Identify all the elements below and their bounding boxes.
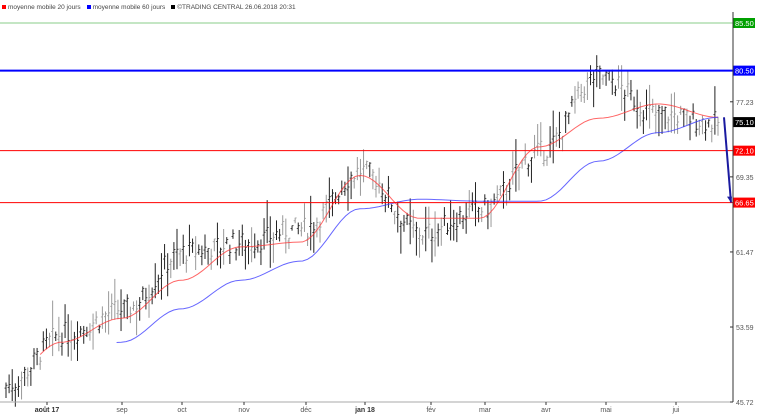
legend-item-ma60: moyenne mobile 60 jours [86,3,166,11]
black-square-icon [171,5,176,9]
ma20-line [39,103,719,355]
level-label-72.10: 72.10 [735,147,754,156]
level-badge-80.50 [733,65,755,76]
x-tick-label: nov [238,407,250,414]
level-label-85.50: 85.50 [735,19,754,28]
red-square-icon [2,5,6,9]
x-tick-label: mar [479,407,492,414]
arrow-head-icon [727,196,732,203]
price-bars [4,55,720,407]
level-badge-72.10 [733,145,755,156]
y-tick-label: 69.35 [736,175,754,182]
x-tick-label: sep [116,407,127,414]
blue-square-icon [86,5,91,9]
x-tick-label: avr [541,407,551,414]
y-tick-label: 53.59 [736,325,754,332]
y-tick-label: 45.72 [736,400,754,407]
legend-item-ma20: moyenne mobile 20 jours [2,4,81,11]
y-tick-label: 77.23 [736,100,754,107]
x-tick-label: août 17 [35,407,60,414]
x-tick-label: mai [600,407,612,414]
chart-legend: moyenne mobile 20 jours moyenne mobile 6… [2,2,299,12]
x-tick-label: jan 18 [354,407,375,414]
legend-label: moyenne mobile 60 jours [92,3,166,11]
level-label-80.50: 80.50 [735,67,754,76]
legend-label: ©TRADING CENTRAL 26.06.2018 20:31 [177,3,296,11]
projection-arrow [723,117,732,203]
level-label-66.65: 66.65 [735,199,754,208]
moving-averages [39,103,719,355]
legend-item-copyright: ©TRADING CENTRAL 26.06.2018 20:31 [171,3,296,11]
level-badge-75.10 [733,117,755,128]
level-badge-85.50 [733,18,755,28]
chart-axes: 77.23 69.35 61.47 53.59 45.72 août 17 sep oct no… [0,12,754,414]
x-tick-label: jui [671,407,679,414]
level-badge-66.65 [733,197,755,208]
x-tick-label: fév [426,407,436,414]
x-tick-label: déc [300,407,312,414]
price-levels: 85.50 80.50 75.10 72.10 66.65 [0,18,755,208]
level-label-75.10: 75.10 [735,118,754,127]
x-tick-label: oct [177,407,186,414]
ma60-line [116,116,719,343]
legend-label: moyenne mobile 20 jours [8,3,81,11]
y-tick-label: 61.47 [736,250,754,257]
